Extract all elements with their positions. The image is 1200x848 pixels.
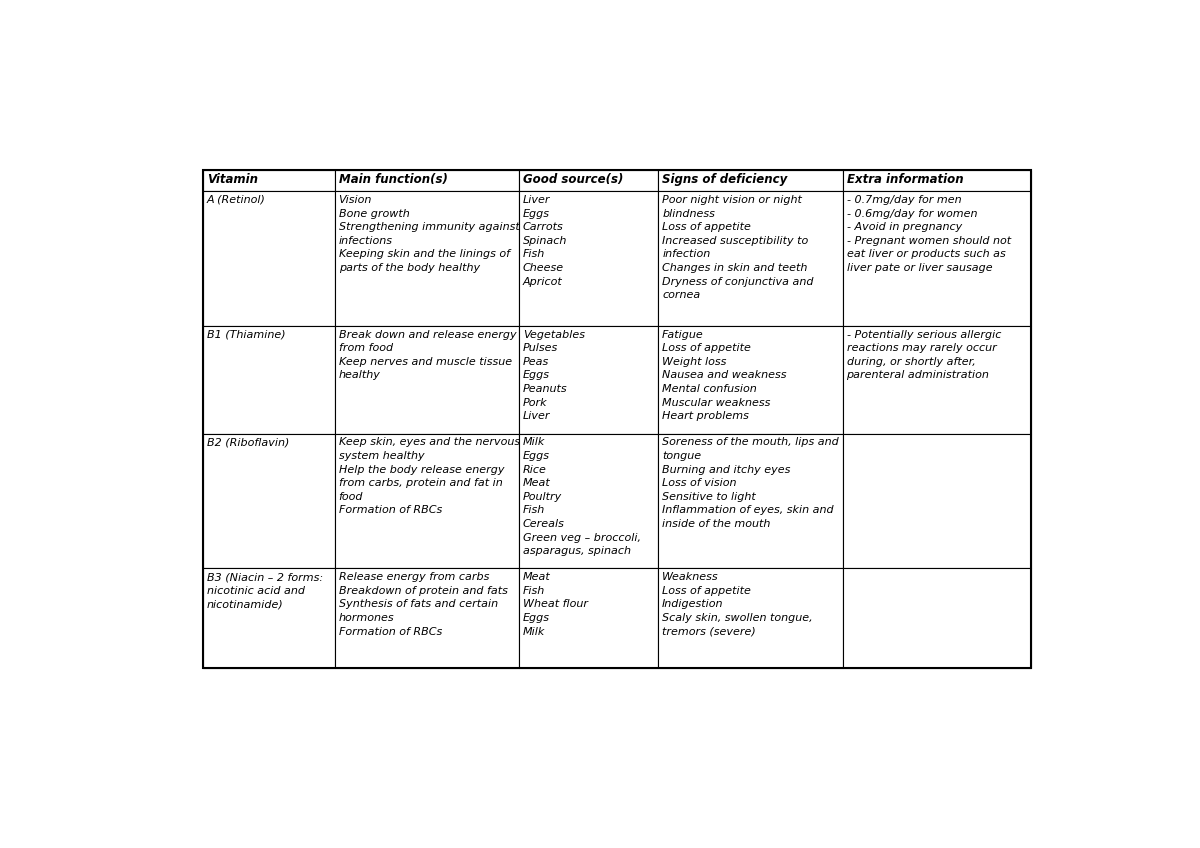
Bar [520,433,659,568]
Bar [842,568,1031,668]
Bar [203,191,335,326]
Text: Extra information: Extra information [846,173,964,187]
Bar [203,326,335,433]
Bar [203,170,335,191]
Text: Vegetables
Pulses
Peas
Eggs
Peanuts
Pork
Liver: Vegetables Pulses Peas Eggs Peanuts Pork… [523,330,584,421]
Bar [659,433,842,568]
Bar [335,170,520,191]
Bar [203,433,335,568]
Bar [203,170,1031,668]
Text: Vision
Bone growth
Strengthening immunity against
infections
Keeping skin and th: Vision Bone growth Strengthening immunit… [338,195,520,273]
Bar [335,191,520,326]
Bar [659,326,842,433]
Text: B2 (Riboflavin): B2 (Riboflavin) [206,438,289,448]
Text: Liver
Eggs
Carrots
Spinach
Fish
Cheese
Apricot: Liver Eggs Carrots Spinach Fish Cheese A… [523,195,568,287]
Bar [659,191,842,326]
Text: Keep skin, eyes and the nervous
system healthy
Help the body release energy
from: Keep skin, eyes and the nervous system h… [338,438,520,516]
Text: Main function(s): Main function(s) [338,173,448,187]
Text: Soreness of the mouth, lips and
tongue
Burning and itchy eyes
Loss of vision
Sen: Soreness of the mouth, lips and tongue B… [662,438,839,529]
Bar [659,170,842,191]
Text: A (Retinol): A (Retinol) [206,195,265,205]
Bar [520,326,659,433]
Bar [203,568,335,668]
Text: Poor night vision or night
blindness
Loss of appetite
Increased susceptibility t: Poor night vision or night blindness Los… [662,195,814,300]
Bar [842,433,1031,568]
Text: B3 (Niacin – 2 forms:
nicotinic acid and
nicotinamide): B3 (Niacin – 2 forms: nicotinic acid and… [206,572,323,610]
Text: Meat
Fish
Wheat flour
Eggs
Milk: Meat Fish Wheat flour Eggs Milk [523,572,588,637]
Text: Break down and release energy
from food
Keep nerves and muscle tissue
healthy: Break down and release energy from food … [338,330,516,381]
Bar [335,326,520,433]
Text: - Potentially serious allergic
reactions may rarely occur
during, or shortly aft: - Potentially serious allergic reactions… [846,330,1001,381]
Bar [520,568,659,668]
Text: - 0.7mg/day for men
- 0.6mg/day for women
- Avoid in pregnancy
- Pregnant women : - 0.7mg/day for men - 0.6mg/day for wome… [846,195,1010,273]
Text: Good source(s): Good source(s) [523,173,623,187]
Text: Milk
Eggs
Rice
Meat
Poultry
Fish
Cereals
Green veg – broccoli,
asparagus, spinac: Milk Eggs Rice Meat Poultry Fish Cereals… [523,438,641,556]
Text: Fatigue
Loss of appetite
Weight loss
Nausea and weakness
Mental confusion
Muscul: Fatigue Loss of appetite Weight loss Nau… [662,330,787,421]
Bar [842,170,1031,191]
Text: Vitamin: Vitamin [206,173,258,187]
Bar [842,191,1031,326]
Bar [520,170,659,191]
Bar [659,568,842,668]
Text: Signs of deficiency: Signs of deficiency [662,173,787,187]
Text: B1 (Thiamine): B1 (Thiamine) [206,330,286,340]
Bar [335,568,520,668]
Bar [335,433,520,568]
Bar [842,326,1031,433]
Text: Weakness
Loss of appetite
Indigestion
Scaly skin, swollen tongue,
tremors (sever: Weakness Loss of appetite Indigestion Sc… [662,572,812,637]
Text: Release energy from carbs
Breakdown of protein and fats
Synthesis of fats and ce: Release energy from carbs Breakdown of p… [338,572,508,637]
Bar [520,191,659,326]
